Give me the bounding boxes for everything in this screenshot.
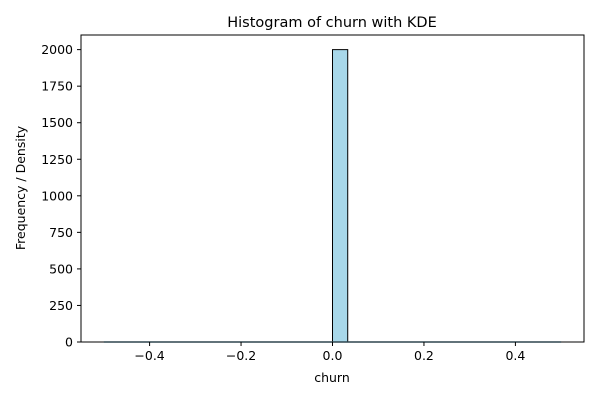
x-axis-label: churn (314, 370, 350, 385)
bars-group (332, 49, 349, 343)
y-tick-label: 1500 (41, 115, 73, 130)
x-axis-ticks: −0.4 −0.2 0.0 0.2 0.4 (134, 342, 525, 363)
x-tick-label: −0.2 (226, 348, 256, 363)
y-tick-label: 250 (49, 298, 73, 313)
x-tick-label: 0.4 (505, 348, 525, 363)
x-tick-label: 0.0 (323, 348, 343, 363)
x-tick-label: 0.2 (414, 348, 434, 363)
y-tick-label: 500 (49, 261, 73, 276)
chart-title: Histogram of churn with KDE (227, 15, 436, 31)
y-axis-label: Frequency / Density (13, 125, 28, 250)
y-tick-label: 2000 (41, 42, 73, 57)
y-tick-label: 1750 (41, 79, 73, 94)
y-tick-label: 750 (49, 225, 73, 240)
x-tick-label: −0.4 (134, 348, 164, 363)
histogram-bar (332, 49, 349, 343)
y-tick-label: 1250 (41, 152, 73, 167)
y-tick-label: 1000 (41, 188, 73, 203)
y-tick-label: 0 (65, 335, 73, 350)
y-axis-ticks: 0 250 500 750 1000 1250 1500 1750 2000 (41, 42, 81, 350)
